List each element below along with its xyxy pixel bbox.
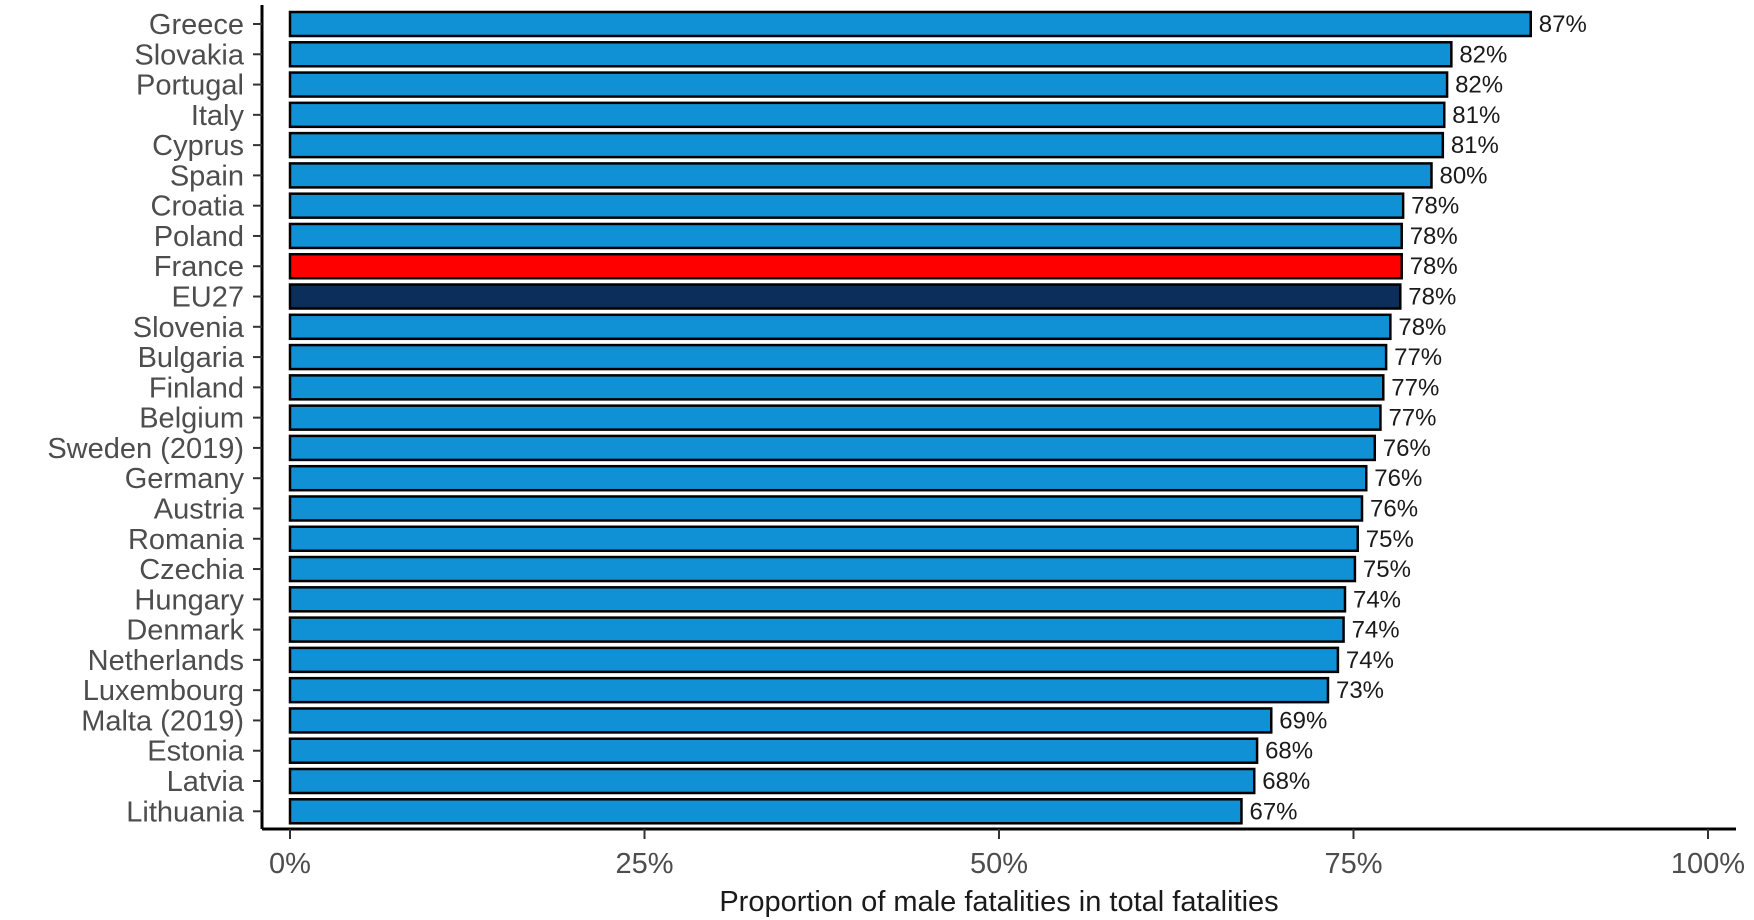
value-label-slovenia: 78%: [1398, 314, 1446, 341]
category-label-belgium: Belgium: [139, 403, 244, 435]
value-label-estonia: 68%: [1265, 738, 1313, 765]
category-label-bulgaria: Bulgaria: [138, 342, 245, 374]
value-label-slovakia: 82%: [1459, 41, 1507, 68]
category-label-greece: Greece: [149, 9, 244, 41]
category-label-malta-2019: Malta (2019): [81, 705, 244, 737]
value-label-croatia: 78%: [1411, 193, 1459, 220]
bar-germany: [288, 464, 1368, 492]
bar-slovenia: [288, 313, 1392, 341]
value-label-greece: 87%: [1539, 11, 1587, 38]
value-label-sweden-2019: 76%: [1383, 435, 1431, 462]
value-label-spain: 80%: [1439, 162, 1487, 189]
x-tick-label: 75%: [1324, 848, 1382, 880]
category-label-lithuania: Lithuania: [126, 796, 245, 828]
bar-netherlands: [288, 646, 1340, 674]
bar-sweden-2019: [288, 434, 1377, 462]
bar-croatia: [288, 192, 1405, 219]
value-label-luxembourg: 73%: [1336, 677, 1384, 704]
bar-lithuania: [288, 798, 1243, 825]
value-label-finland: 77%: [1391, 374, 1439, 401]
bar-hungary: [288, 586, 1347, 613]
value-label-latvia: 68%: [1262, 768, 1310, 795]
category-label-portugal: Portugal: [136, 70, 244, 102]
value-labels: 87% 82% 82% 81% 81% 80% 78% 78% 78% 78% 78% 77% 77% 7…: [1249, 11, 1586, 825]
bar-france: [288, 252, 1403, 280]
x-ticks: 0% 25% 50% 75% 100%: [253, 23, 1745, 880]
value-label-malta-2019: 69%: [1279, 707, 1327, 734]
bar-belgium: [288, 404, 1382, 431]
value-label-portugal: 82%: [1455, 72, 1503, 99]
category-label-czechia: Czechia: [139, 554, 245, 586]
bar-poland: [288, 222, 1403, 250]
value-label-italy: 81%: [1452, 102, 1500, 129]
bar-italy: [288, 101, 1446, 129]
category-label-luxembourg: Luxembourg: [83, 675, 244, 707]
value-label-france: 78%: [1410, 253, 1458, 280]
category-label-spain: Spain: [170, 160, 244, 192]
bars-layer: [288, 10, 1532, 825]
category-label-germany: Germany: [125, 463, 245, 495]
category-label-eu27: EU27: [171, 282, 244, 314]
x-tick-label: 50%: [970, 848, 1028, 880]
bar-estonia: [288, 737, 1259, 764]
bar-malta-2019: [288, 707, 1273, 734]
x-tick-label: 0%: [269, 848, 311, 880]
bar-portugal: [288, 71, 1449, 98]
value-label-austria: 76%: [1370, 495, 1418, 522]
bar-eu27: [288, 283, 1402, 310]
category-label-sweden-2019: Sweden (2019): [47, 433, 244, 465]
value-label-eu27: 78%: [1408, 284, 1456, 311]
bar-slovakia: [288, 41, 1453, 68]
category-label-latvia: Latvia: [167, 766, 245, 798]
category-label-finland: Finland: [149, 372, 244, 404]
category-label-cyprus: Cyprus: [152, 130, 244, 162]
category-label-austria: Austria: [154, 493, 245, 525]
value-label-poland: 78%: [1410, 223, 1458, 250]
category-label-estonia: Estonia: [147, 736, 245, 768]
category-label-poland: Poland: [154, 221, 244, 253]
value-label-hungary: 74%: [1353, 586, 1401, 613]
bar-austria: [288, 495, 1364, 522]
category-label-croatia: Croatia: [151, 191, 245, 223]
bar-spain: [288, 162, 1433, 189]
x-tick-label: 100%: [1671, 848, 1745, 880]
bar-denmark: [288, 616, 1345, 643]
value-label-cyprus: 81%: [1451, 132, 1499, 159]
bar-cyprus: [288, 131, 1445, 159]
bar-bulgaria: [288, 343, 1388, 371]
bar-luxembourg: [288, 676, 1330, 704]
bar-latvia: [288, 767, 1256, 795]
bar-romania: [288, 525, 1360, 553]
category-label-slovakia: Slovakia: [134, 39, 244, 71]
category-labels: GreeceSlovakiaPortugalItalyCyprusSpainCr…: [47, 9, 245, 828]
category-label-france: France: [154, 251, 244, 283]
category-label-slovenia: Slovenia: [133, 312, 245, 344]
category-label-netherlands: Netherlands: [88, 645, 244, 677]
value-label-germany: 76%: [1374, 465, 1422, 492]
value-label-denmark: 74%: [1352, 617, 1400, 644]
category-label-hungary: Hungary: [134, 584, 244, 616]
value-label-romania: 75%: [1366, 526, 1414, 553]
value-label-bulgaria: 77%: [1394, 344, 1442, 371]
value-label-netherlands: 74%: [1346, 647, 1394, 674]
x-axis-title: Proportion of male fatalities in total f…: [719, 886, 1278, 918]
x-tick-label: 25%: [615, 848, 673, 880]
bar-czechia: [288, 555, 1357, 583]
category-label-italy: Italy: [191, 100, 245, 132]
value-label-czechia: 75%: [1363, 556, 1411, 583]
category-label-denmark: Denmark: [126, 615, 244, 647]
bar-greece: [288, 10, 1532, 38]
value-label-belgium: 77%: [1388, 405, 1436, 432]
bar-finland: [288, 374, 1385, 401]
category-label-romania: Romania: [128, 524, 245, 556]
value-label-lithuania: 67%: [1249, 798, 1297, 825]
